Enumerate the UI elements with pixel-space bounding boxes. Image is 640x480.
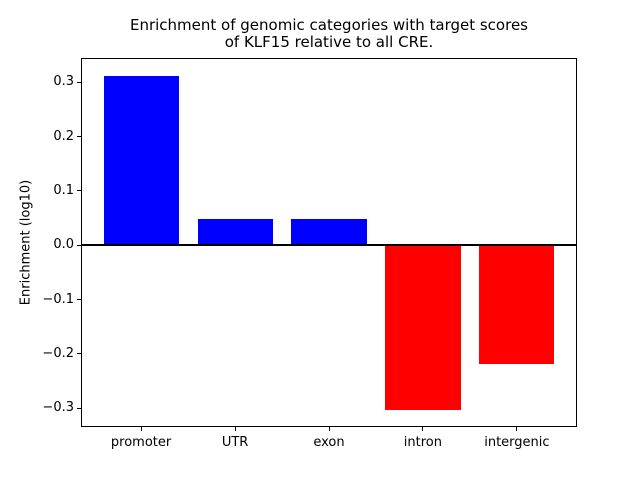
bar-intron bbox=[385, 245, 461, 410]
zero-line bbox=[81, 244, 577, 247]
y-tick-label: −0.3 bbox=[42, 400, 74, 415]
y-tick-mark bbox=[77, 299, 81, 300]
y-tick-mark bbox=[77, 407, 81, 409]
y-tick-mark bbox=[77, 244, 81, 246]
x-tick-label-intergenic: intergenic bbox=[484, 435, 550, 450]
x-tick-mark bbox=[234, 427, 236, 431]
bar-intergenic bbox=[479, 245, 555, 364]
bar-exon bbox=[291, 219, 367, 246]
x-tick-mark bbox=[328, 427, 330, 431]
bar-UTR bbox=[197, 219, 273, 246]
y-tick-mark bbox=[77, 190, 81, 192]
x-tick-label-intron: intron bbox=[403, 435, 442, 450]
y-tick-label: 0.2 bbox=[53, 128, 74, 144]
x-tick-label-exon: exon bbox=[313, 435, 345, 450]
y-tick-label: −0.1 bbox=[42, 291, 74, 307]
y-tick-label: 0.1 bbox=[53, 182, 74, 198]
y-tick-mark bbox=[77, 81, 81, 83]
bar-promoter bbox=[103, 75, 179, 246]
x-tick-mark bbox=[422, 427, 424, 431]
y-tick-label: 0.0 bbox=[53, 237, 74, 253]
x-tick-label-promoter: promoter bbox=[110, 435, 172, 450]
y-tick-label: −0.2 bbox=[42, 345, 74, 361]
y-tick-mark bbox=[77, 353, 81, 355]
x-tick-label-UTR: UTR bbox=[221, 435, 249, 450]
y-tick-label: 0.3 bbox=[53, 74, 74, 90]
x-tick-mark bbox=[140, 427, 142, 431]
y-tick-mark bbox=[77, 136, 81, 138]
x-tick-mark bbox=[516, 427, 518, 431]
chart-title: Enrichment of genomic categories with ta… bbox=[129, 16, 528, 51]
